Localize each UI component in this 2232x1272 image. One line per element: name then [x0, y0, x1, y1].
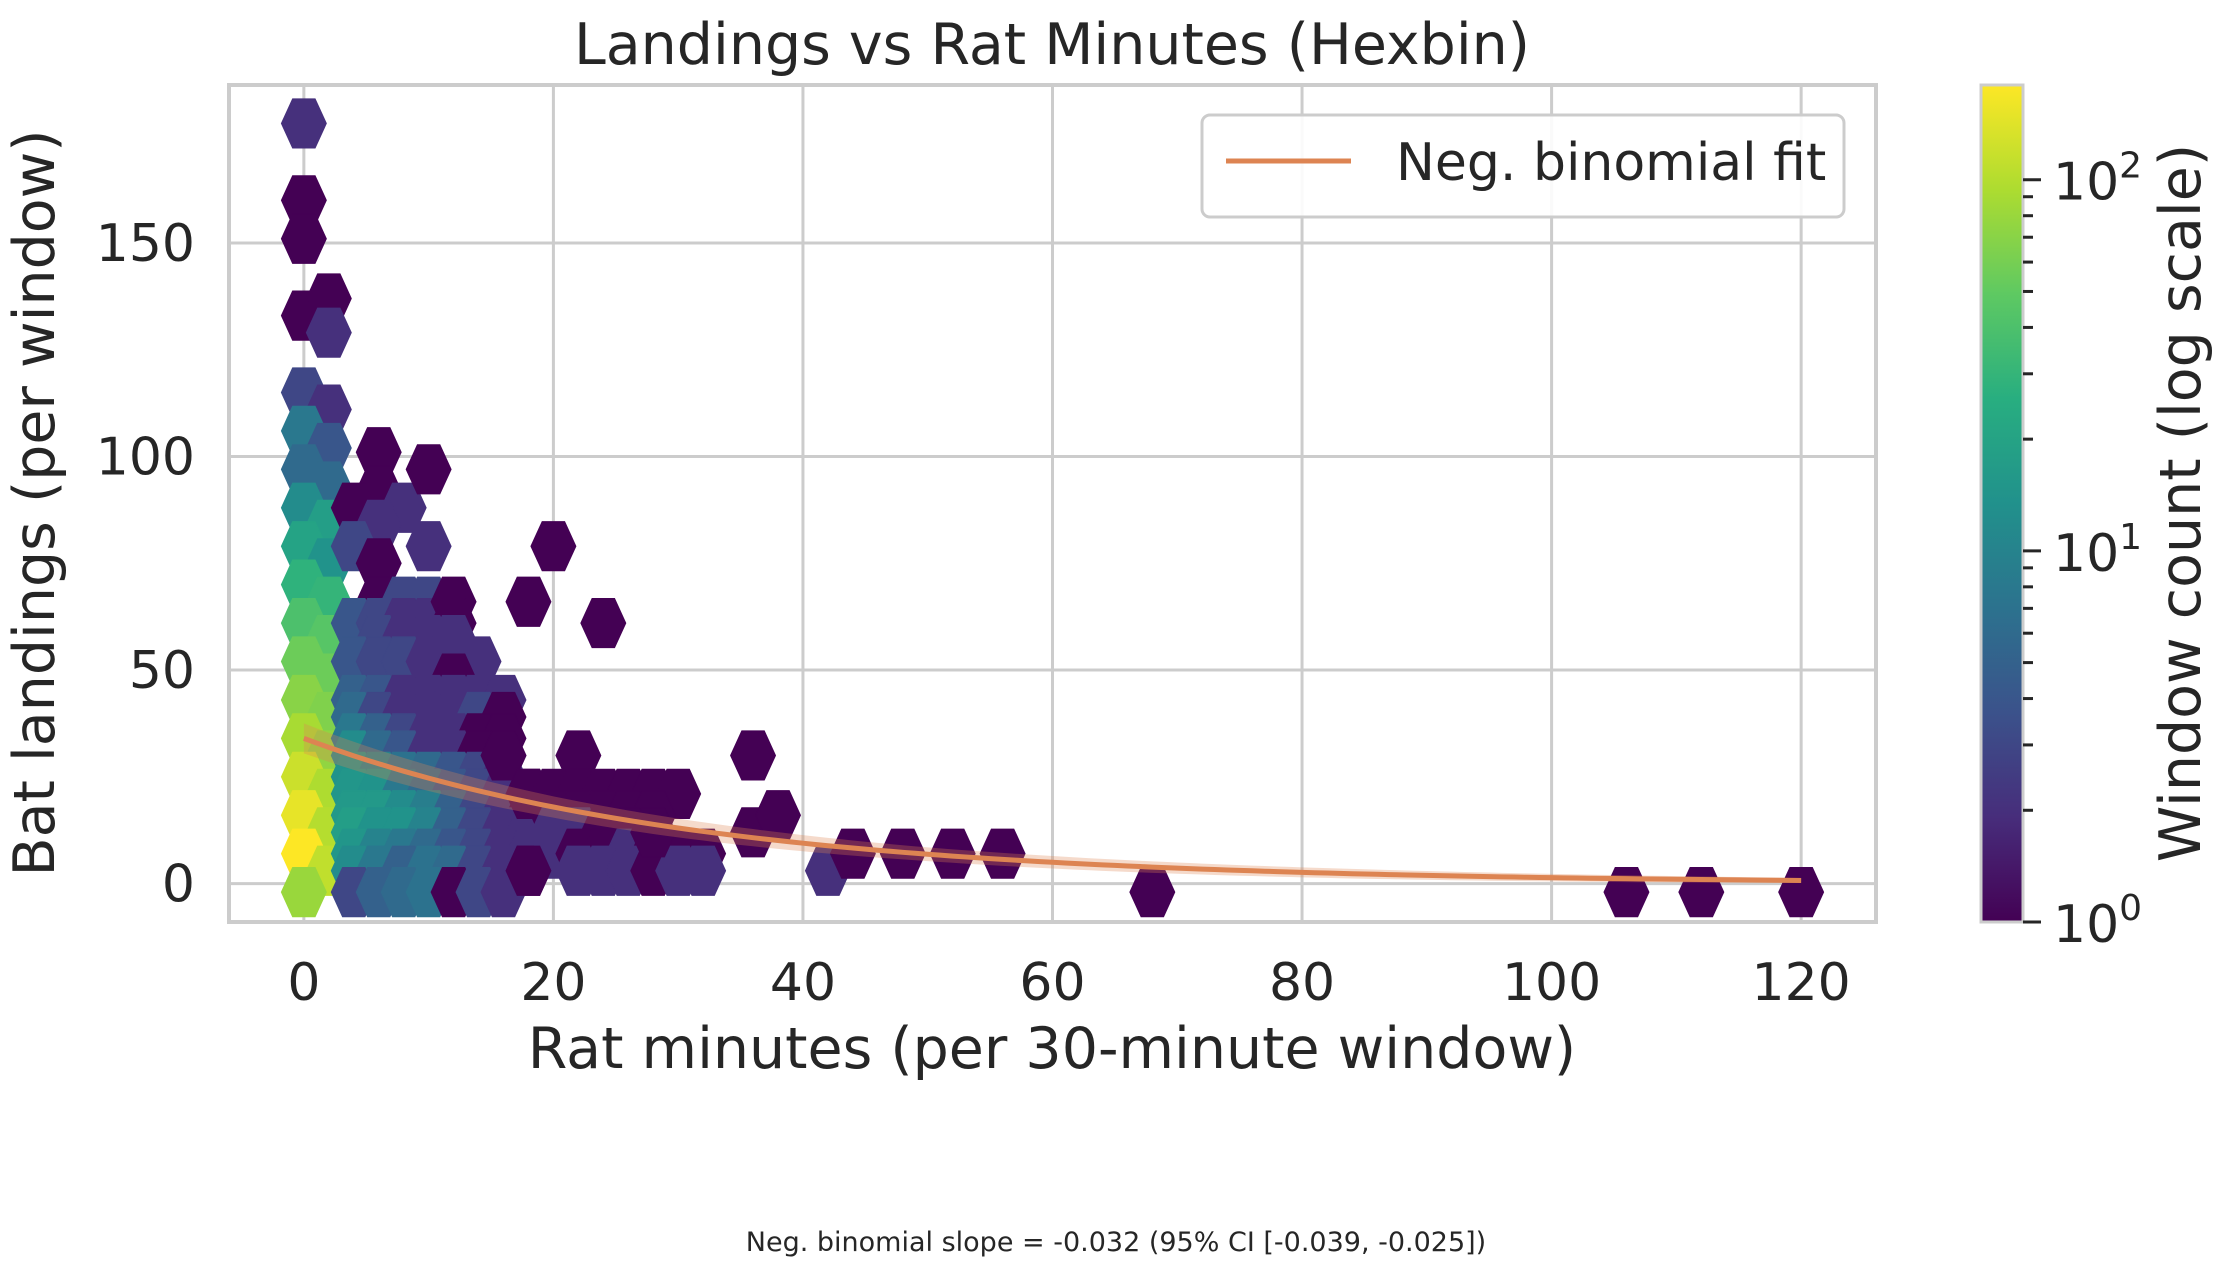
colorbar-tick-label: 101 [2053, 517, 2142, 584]
hexbin-cell [480, 730, 527, 781]
hexbin-cell [405, 521, 452, 572]
hexbin-cell [979, 828, 1026, 879]
fit-line [303, 736, 1802, 883]
hexbin-cell [530, 521, 577, 572]
hexbin-cell [829, 828, 876, 879]
x-tick-label: 80 [1269, 953, 1335, 1013]
chart-title: Landings vs Rat Minutes (Hexbin) [574, 12, 1530, 78]
hexbin-cell [405, 444, 452, 495]
x-tick-label: 20 [520, 953, 586, 1013]
hexbin-cell [580, 597, 627, 649]
colorbar-ticks: 100 101 102 [2023, 146, 2142, 955]
hexbin-cell [280, 867, 327, 918]
colorbar-tick-label: 100 [2053, 888, 2142, 955]
y-tick-label: 150 [96, 214, 195, 274]
colorbar-gradient [1979, 83, 2025, 924]
hexbin-cell [505, 845, 552, 896]
x-tick-label: 0 [287, 953, 320, 1013]
plot-frame [227, 83, 1878, 924]
x-tick-label: 60 [1019, 953, 1085, 1013]
y-axis-label: Bat landings (per window) [2, 129, 68, 876]
y-tick-label: 0 [162, 855, 195, 915]
x-tick-label: 120 [1752, 953, 1851, 1013]
x-axis-label: Rat minutes (per 30-minute window) [528, 1016, 1576, 1082]
hexbin-cell [505, 576, 552, 627]
legend: Neg. binomial fit [1200, 113, 1846, 219]
x-tick-label: 100 [1502, 953, 1601, 1013]
hexbin-cell [630, 807, 677, 858]
hexbin-cell [280, 98, 327, 149]
legend-box [1200, 113, 1846, 219]
hexbin-cell [730, 730, 777, 781]
x-tick-labels: 0 20 40 60 80 100 120 [287, 953, 1850, 1013]
fit-annotation: Neg. binomial slope = -0.032 (95% CI [-0… [746, 1227, 1486, 1258]
hexbin-cell [305, 307, 352, 358]
fit-layer [303, 723, 1802, 884]
y-tick-label: 100 [96, 428, 195, 488]
x-tick-label: 40 [770, 953, 836, 1013]
colorbar-label: Window count (log scale) [2148, 144, 2214, 862]
colorbar: 100 101 102 Window count (log scale) [1979, 83, 2214, 955]
y-tick-label: 50 [129, 641, 195, 701]
legend-label: Neg. binomial fit [1396, 133, 1826, 193]
hexbin-cell [680, 845, 727, 896]
y-tick-labels: 0 50 100 150 [96, 214, 195, 915]
colorbar-tick-label: 102 [2053, 146, 2142, 213]
hexbin-cell [280, 213, 327, 264]
